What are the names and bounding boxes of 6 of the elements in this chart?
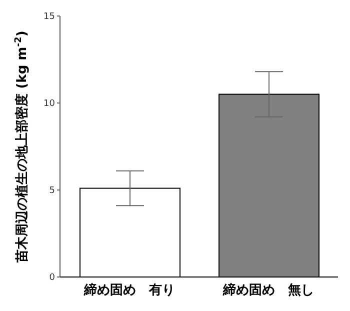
- y-tick-label: 15: [44, 12, 55, 22]
- x-tick-label: 締め固め 有り: [83, 282, 175, 298]
- y-tick-label: 5: [49, 186, 55, 196]
- x-tick-label: 締め固め 無し: [222, 282, 314, 298]
- y-tick-label: 0: [49, 273, 56, 284]
- y-tick-label: 10: [44, 99, 56, 110]
